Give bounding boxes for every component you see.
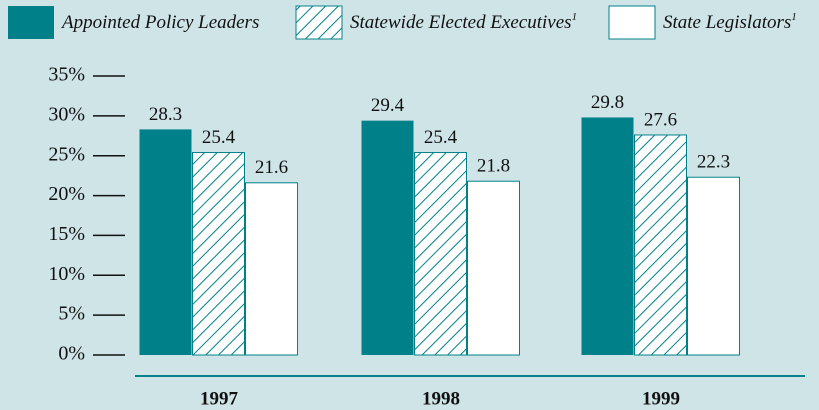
value-label: 21.8 bbox=[477, 156, 510, 177]
y-tick-label: 35% bbox=[48, 64, 85, 86]
y-tick-label: 5% bbox=[58, 303, 85, 325]
legend-swatch bbox=[295, 5, 343, 40]
legend-footnote: 1 bbox=[791, 11, 797, 23]
legend-name: Statewide Elected Executives bbox=[350, 12, 572, 33]
bar bbox=[687, 176, 740, 356]
y-tick-label: 10% bbox=[48, 263, 85, 285]
legend-swatch bbox=[608, 5, 656, 40]
y-tick-label: 25% bbox=[48, 143, 85, 165]
bar bbox=[467, 180, 520, 356]
bar bbox=[581, 117, 634, 355]
legend-label: Appointed Policy Leaders bbox=[60, 12, 259, 33]
x-tick-label: 1998 bbox=[422, 388, 460, 409]
bar bbox=[634, 134, 687, 356]
value-label: 29.8 bbox=[591, 92, 624, 113]
legend-swatch bbox=[8, 6, 54, 39]
y-tick-label: 0% bbox=[58, 343, 85, 365]
y-tick-label: 30% bbox=[48, 103, 85, 125]
value-label: 27.6 bbox=[644, 109, 677, 130]
bar bbox=[245, 182, 298, 356]
bar bbox=[414, 152, 467, 356]
y-tick-label: 20% bbox=[48, 183, 85, 205]
value-label: 28.3 bbox=[149, 104, 182, 125]
x-tick-label: 1997 bbox=[200, 388, 239, 409]
legend-name: State Legislators bbox=[663, 12, 791, 33]
value-label: 25.4 bbox=[424, 127, 458, 148]
legend-label: State Legislators1 bbox=[663, 11, 797, 34]
bar bbox=[192, 152, 245, 356]
legend-label: Statewide Elected Executives1 bbox=[350, 11, 577, 34]
value-label: 29.4 bbox=[371, 95, 405, 116]
legend-footnote: 1 bbox=[572, 11, 578, 23]
legend-name: Appointed Policy Leaders bbox=[60, 12, 259, 33]
value-label: 25.4 bbox=[202, 127, 236, 148]
x-tick-label: 1999 bbox=[642, 388, 680, 409]
value-label: 22.3 bbox=[697, 152, 730, 173]
y-tick-label: 15% bbox=[48, 223, 85, 245]
bar bbox=[361, 120, 414, 355]
value-label: 21.6 bbox=[255, 157, 288, 178]
bar bbox=[139, 129, 192, 355]
